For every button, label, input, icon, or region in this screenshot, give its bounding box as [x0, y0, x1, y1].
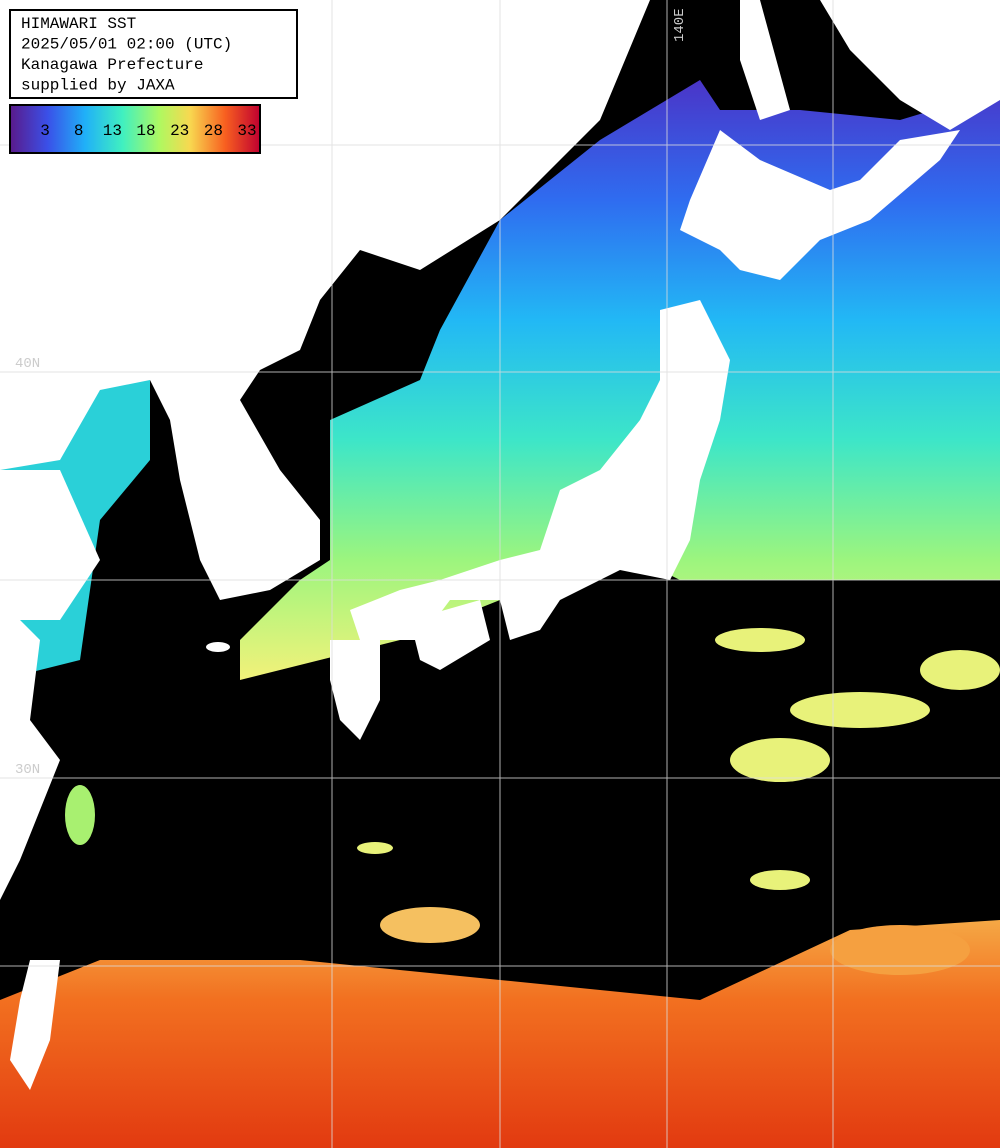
sea-patch [920, 650, 1000, 690]
colorbar-ticks: 3 8 13 18 23 28 33 [40, 122, 256, 140]
header-line: HIMAWARI SST [21, 15, 136, 33]
sea-patch [380, 907, 480, 943]
land-china [0, 600, 60, 900]
land-china [0, 470, 100, 620]
lat-label: 30N [15, 762, 40, 778]
colorbar-label: 23 [170, 122, 189, 140]
land-hokkaido [680, 130, 960, 280]
land-island [206, 642, 230, 652]
land-kyushu [330, 640, 380, 740]
sea-patch [750, 870, 810, 890]
colorbar [9, 104, 261, 154]
sea-patch [730, 738, 830, 782]
colorbar-label: 8 [74, 122, 84, 140]
sea-patch [357, 842, 393, 854]
colorbar-label: 33 [237, 122, 256, 140]
header-line: Kanagawa Prefecture [21, 56, 203, 74]
sea-patch [790, 692, 930, 728]
land-sakhalin [740, 0, 790, 120]
header: HIMAWARI SST 2025/05/01 02:00 (UTC) Kanaga… [21, 15, 232, 95]
land-russia [820, 0, 1000, 130]
lat-label: 40N [15, 356, 40, 372]
header-box [9, 9, 298, 99]
land-shikoku [410, 600, 490, 670]
colorbar-label: 3 [40, 122, 50, 140]
land-taiwan [10, 960, 60, 1090]
sea-patch [65, 785, 95, 845]
lon-label: 140E [672, 8, 688, 42]
header-line: 2025/05/01 02:00 (UTC) [21, 36, 232, 54]
colorbar-label: 18 [136, 122, 155, 140]
header-line: supplied by JAXA [21, 77, 175, 95]
land-honshu [350, 300, 730, 640]
colorbar-label: 28 [204, 122, 223, 140]
colorbar-label: 13 [103, 122, 122, 140]
cloud-gaps [65, 628, 1000, 975]
sea-patch [830, 925, 970, 975]
sea-patch [715, 628, 805, 652]
